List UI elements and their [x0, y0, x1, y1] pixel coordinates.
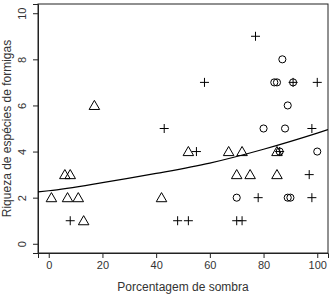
point-triangle [272, 170, 283, 179]
x-tick-label: 0 [46, 259, 52, 271]
y-tick-mark [33, 13, 38, 14]
point-circle [314, 148, 321, 155]
x-tick-mark [49, 253, 50, 258]
y-axis-title: Riqueza de espécies de formigas [0, 40, 14, 217]
x-tick: 100 [309, 253, 327, 271]
point-plus [200, 78, 209, 87]
point-triangle [65, 170, 76, 179]
y-tick-mark [33, 244, 38, 245]
point-triangle [89, 100, 100, 109]
chart: 0 20 40 60 80 100 0 2 4 6 8 10 Porcentagem de sombra… [0, 0, 331, 297]
point-plus [313, 78, 322, 87]
point-plus [307, 193, 316, 202]
x-tick-mark [210, 253, 211, 258]
point-plus [238, 216, 247, 225]
point-triangle [60, 170, 71, 179]
y-tick-label: 6 [16, 103, 28, 109]
point-triangle [245, 170, 256, 179]
x-tick-label: 80 [258, 259, 270, 271]
x-axis-title: Porcentagem de sombra [117, 280, 249, 294]
y-tick-label: 2 [16, 195, 28, 201]
y-tick-mark [33, 198, 38, 199]
point-circle [233, 194, 240, 201]
point-circle [287, 194, 294, 201]
y-tick-label: 0 [16, 241, 28, 247]
y-axis: 0 2 4 6 8 10 [16, 5, 39, 254]
x-tick-label: 100 [309, 259, 327, 271]
point-circle [279, 56, 286, 63]
x-axis: 0 20 40 60 80 100 [39, 253, 329, 271]
x-tick-label: 60 [204, 259, 216, 271]
y-tick: 10 [16, 8, 38, 20]
point-triangle [73, 193, 84, 202]
y-tick-label: 8 [16, 57, 28, 63]
point-plus [173, 216, 182, 225]
point-circle [290, 79, 297, 86]
x-tick: 0 [46, 253, 52, 271]
point-circle [284, 102, 291, 109]
plot-frame [38, 4, 328, 253]
y-tick-mark [33, 59, 38, 60]
point-plus [289, 78, 298, 87]
y-tick: 2 [16, 195, 38, 201]
x-tick-label: 40 [151, 259, 163, 271]
y-tick: 4 [16, 149, 38, 155]
point-plus [160, 124, 169, 133]
point-circle [260, 125, 267, 132]
point-plus [254, 193, 263, 202]
point-plus [251, 32, 260, 41]
x-tick-mark [264, 253, 265, 258]
point-plus [305, 170, 314, 179]
marks [38, 32, 328, 225]
point-plus [184, 216, 193, 225]
y-tick: 0 [16, 241, 38, 247]
point-triangle [156, 193, 167, 202]
point-plus [307, 124, 316, 133]
point-circle [273, 79, 280, 86]
x-tick: 20 [97, 253, 109, 271]
point-triangle [231, 170, 242, 179]
point-plus [192, 147, 201, 156]
x-tick-mark [102, 253, 103, 258]
x-tick: 60 [204, 253, 216, 271]
x-tick-mark [317, 253, 318, 258]
x-tick-mark [156, 253, 157, 258]
y-tick: 6 [16, 103, 38, 109]
point-triangle [272, 146, 283, 155]
y-tick: 8 [16, 57, 38, 63]
y-tick-mark [33, 105, 38, 106]
y-tick-mark [33, 152, 38, 153]
point-triangle [46, 193, 57, 202]
y-tick-label: 4 [16, 149, 28, 155]
x-tick-label: 20 [97, 259, 109, 271]
point-circle [281, 125, 288, 132]
point-circle [276, 148, 283, 155]
x-tick: 80 [258, 253, 270, 271]
y-tick-label: 10 [16, 8, 28, 20]
plot: 0 20 40 60 80 100 0 2 4 6 8 10 [16, 4, 329, 271]
point-plus [275, 147, 284, 156]
x-tick: 40 [151, 253, 163, 271]
point-triangle [183, 146, 194, 155]
x-axis-line [39, 254, 329, 259]
point-triangle [78, 216, 89, 225]
point-triangle [223, 146, 234, 155]
point-plus [66, 216, 75, 225]
fit-line [38, 130, 328, 192]
point-triangle [62, 193, 73, 202]
y-axis-line [33, 5, 39, 254]
